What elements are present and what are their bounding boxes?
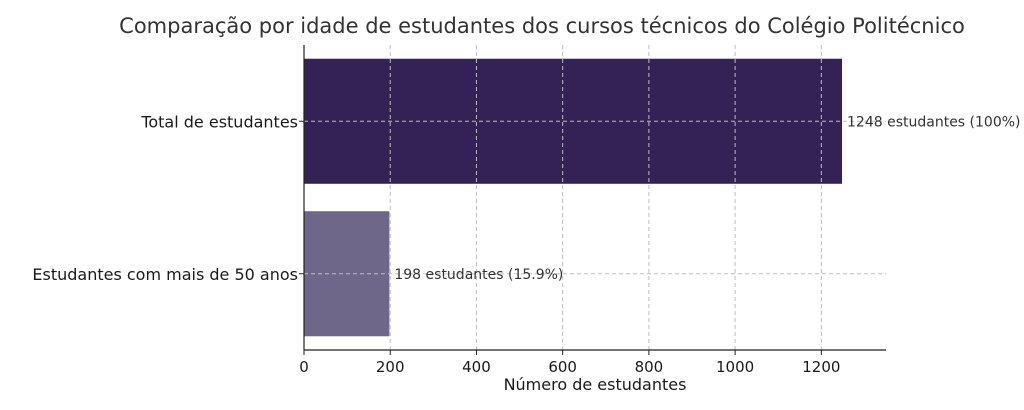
x-tick-label-2: 400: [462, 358, 491, 376]
category-labels: Total de estudantes Estudantes com mais d…: [32, 112, 304, 284]
x-tick-label-3: 600: [548, 358, 577, 376]
bars: [304, 58, 843, 337]
data-label-0: 1248 estudantes (100%): [847, 114, 1020, 130]
x-tick-label-4: 800: [635, 358, 664, 376]
x-tick-label-6: 1200: [802, 358, 840, 376]
grid-lines: [304, 45, 886, 350]
x-tick-label-0: 0: [299, 358, 309, 376]
chart-title: Comparação por idade de estudantes dos c…: [119, 14, 965, 38]
x-tick-label-1: 200: [376, 358, 405, 376]
data-label-1: 198 estudantes (15.9%): [394, 267, 563, 283]
category-label-1: Estudantes com mais de 50 anos: [32, 265, 298, 284]
axes: [303, 45, 886, 351]
x-axis-label: Número de estudantes: [504, 375, 687, 394]
data-labels: 1248 estudantes (100%) 198 estudantes (15…: [394, 114, 1020, 283]
x-tick-label-5: 1000: [716, 358, 754, 376]
category-label-0: Total de estudantes: [140, 112, 298, 131]
x-axis-ticks: 0 200 400 600 800 1000 1200: [299, 350, 840, 376]
